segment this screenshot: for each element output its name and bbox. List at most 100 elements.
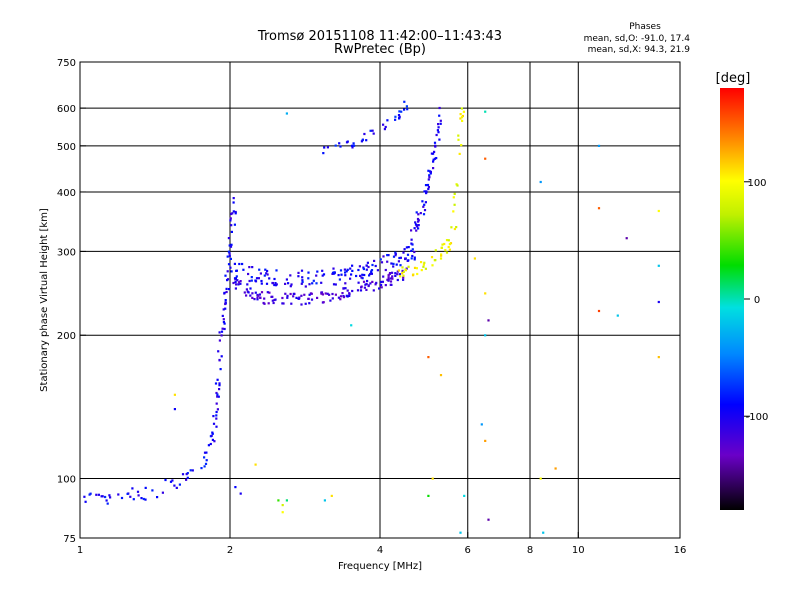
scatter-point xyxy=(330,494,333,497)
trace-point xyxy=(220,330,224,333)
trace-point xyxy=(204,462,208,465)
trace-point xyxy=(315,282,318,285)
trace-point xyxy=(374,283,377,286)
trace-point xyxy=(245,294,248,297)
trace-point xyxy=(445,251,449,254)
trace-point xyxy=(329,299,332,302)
trace-point xyxy=(332,283,336,286)
trace-point xyxy=(357,268,360,272)
scatter-point xyxy=(285,112,288,115)
trace-point xyxy=(435,133,438,137)
trace-point xyxy=(392,255,396,258)
trace-point xyxy=(222,308,225,311)
trace-point xyxy=(371,280,374,283)
x-axis-label: Frequency [MHz] xyxy=(338,561,422,572)
trace-point xyxy=(106,502,109,505)
trace-point xyxy=(322,301,325,304)
trace-point xyxy=(229,266,232,269)
scatter-point xyxy=(439,374,443,377)
trace-point xyxy=(384,284,387,287)
trace-point xyxy=(97,493,100,496)
trace-point xyxy=(322,152,325,155)
trace-point xyxy=(307,277,310,280)
trace-point xyxy=(303,293,306,296)
trace-point xyxy=(225,290,228,294)
trace-point xyxy=(398,115,401,118)
trace-point xyxy=(220,355,223,358)
trace-point xyxy=(298,296,301,299)
trace-point xyxy=(205,451,208,454)
trace-point xyxy=(89,492,92,495)
trace-point xyxy=(355,274,358,278)
trace-point xyxy=(430,152,433,155)
trace-point xyxy=(440,254,443,257)
trace-point xyxy=(371,263,374,267)
trace-point xyxy=(308,283,311,286)
trace-point xyxy=(338,278,341,281)
trace-point xyxy=(137,494,140,497)
trace-point xyxy=(352,142,355,145)
trace-point xyxy=(458,152,461,155)
trace-point xyxy=(203,456,206,459)
trace-point xyxy=(432,158,435,161)
trace-point xyxy=(390,262,393,265)
trace-point xyxy=(211,438,214,441)
trace-point xyxy=(297,297,300,300)
trace-point xyxy=(448,248,451,251)
trace-point xyxy=(417,227,420,230)
scatter-point xyxy=(657,300,660,304)
trace-point xyxy=(267,302,270,305)
trace-point xyxy=(398,110,401,113)
trace-point xyxy=(425,190,428,193)
scatter-point xyxy=(542,531,545,534)
trace-point xyxy=(218,388,221,391)
trace-point xyxy=(169,480,173,483)
trace-point xyxy=(387,278,390,281)
trace-point xyxy=(401,272,404,275)
trace-point xyxy=(218,382,221,385)
scatter-point xyxy=(657,356,660,359)
x-tick-label: 1 xyxy=(77,545,83,556)
trace-point xyxy=(218,358,221,362)
trace-point xyxy=(411,274,415,277)
trace-point xyxy=(389,280,393,283)
scatter-point xyxy=(427,356,430,359)
trace-point xyxy=(215,414,218,417)
trace-point xyxy=(450,226,453,229)
chart-subtitle: RwPretec (Bp) xyxy=(334,42,426,57)
trace-point xyxy=(175,486,178,489)
trace-point xyxy=(228,254,231,257)
trace-point xyxy=(140,497,143,500)
trace-point xyxy=(380,286,383,289)
trace-point xyxy=(376,269,379,272)
trace-point xyxy=(351,264,354,267)
trace-point xyxy=(403,248,406,251)
trace-point xyxy=(228,244,231,247)
colorbar-tick-label: 100 xyxy=(747,178,766,189)
trace-point xyxy=(415,211,418,214)
trace-point xyxy=(460,144,463,147)
trace-point xyxy=(413,258,416,261)
trace-point xyxy=(323,146,326,149)
trace-point xyxy=(164,478,167,482)
scatter-point xyxy=(281,504,284,507)
trace-point xyxy=(437,123,440,126)
trace-point xyxy=(218,331,221,334)
trace-point xyxy=(380,283,383,286)
trace-point xyxy=(359,289,363,292)
trace-point xyxy=(274,282,277,285)
trace-point xyxy=(394,251,397,254)
trace-point xyxy=(397,269,400,272)
trace-point xyxy=(256,296,259,299)
trace-point xyxy=(185,478,188,481)
trace-point xyxy=(144,498,147,501)
trace-point xyxy=(344,282,347,285)
trace-point xyxy=(292,295,295,298)
trace-point xyxy=(407,265,410,268)
trace-point xyxy=(438,114,441,117)
trace-point xyxy=(234,212,237,215)
trace-point xyxy=(265,272,268,275)
trace-point xyxy=(366,279,369,283)
trace-point xyxy=(266,269,269,273)
scatter-point xyxy=(484,334,487,337)
